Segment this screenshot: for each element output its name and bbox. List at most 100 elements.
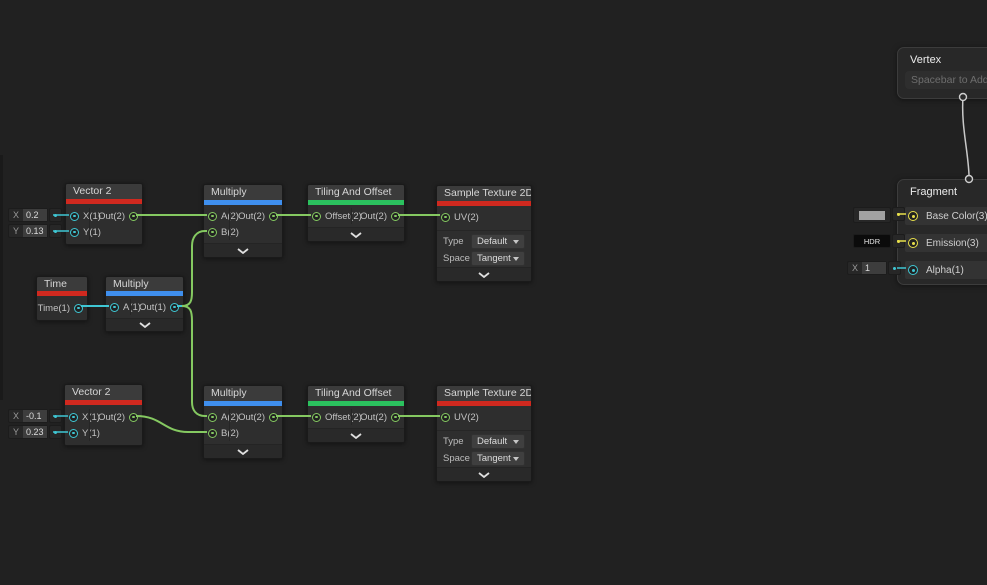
node-collapse-strip[interactable] — [204, 444, 282, 458]
input-port-a[interactable] — [208, 211, 217, 221]
dropdown-value: Tangent — [477, 453, 511, 464]
fragment-row-base-color[interactable]: Base Color(3) — [905, 207, 987, 225]
node-collapse-strip[interactable] — [437, 267, 531, 281]
port-label: Out(2) — [98, 411, 125, 423]
add-block-placeholder[interactable]: Spacebar to Add — [905, 71, 987, 89]
node-multiply-bottom[interactable]: Multiply A(2) B(2) Out(2) — [203, 385, 283, 459]
output-port[interactable] — [170, 302, 179, 312]
field-value[interactable]: 1 — [862, 262, 887, 274]
node-category-strip — [204, 401, 282, 406]
port-label: Offset(2) — [325, 411, 362, 423]
node-sample-texture-top[interactable]: Sample Texture 2D UV(2) Type Default Spa… — [436, 185, 532, 282]
input-port-offset[interactable] — [312, 412, 321, 422]
input-port-x[interactable] — [69, 412, 78, 422]
type-dropdown[interactable]: Default — [471, 434, 525, 449]
color-swatch[interactable] — [859, 210, 885, 220]
node-category-strip — [37, 291, 87, 296]
output-port[interactable] — [391, 412, 400, 422]
wire-vector2bottom-to-multiply-b[interactable] — [135, 415, 207, 433]
field-value[interactable]: -0.1 — [23, 410, 48, 422]
chevron-down-icon — [237, 448, 249, 455]
chevron-down-icon — [350, 231, 362, 238]
port-label: Time(1) — [37, 302, 70, 314]
input-port-y[interactable] — [69, 428, 78, 438]
input-port-emission[interactable] — [908, 238, 918, 248]
fragment-row-alpha[interactable]: Alpha(1) — [905, 261, 987, 279]
node-collapse-strip[interactable] — [437, 467, 531, 481]
node-collapse-strip[interactable] — [106, 318, 183, 331]
node-title: Tiling And Offset — [308, 185, 404, 200]
space-dropdown[interactable]: Tangent — [471, 251, 525, 266]
dropdown-arrow-icon — [513, 439, 519, 444]
dropdown-arrow-icon — [513, 456, 519, 461]
port-label: X(1) — [82, 411, 100, 423]
type-dropdown[interactable]: Default — [471, 234, 525, 249]
dropdown-arrow-icon — [513, 239, 519, 244]
node-category-strip — [66, 199, 142, 204]
node-tiling-bottom[interactable]: Tiling And Offset Offset(2) Out(2) — [307, 385, 405, 443]
dropdown-value: Default — [477, 236, 508, 247]
hdr-badge[interactable]: HDR — [853, 234, 891, 248]
connector-dot — [49, 224, 63, 238]
node-vector2-bottom[interactable]: Vector 2 X(1) Y(1) Out(2) — [64, 384, 143, 446]
input-port-uv[interactable] — [441, 212, 450, 222]
port-label: Out(1) — [139, 301, 166, 313]
input-port-b[interactable] — [208, 227, 217, 237]
node-sample-texture-bottom[interactable]: Sample Texture 2D UV(2) Type Default Spa… — [436, 385, 532, 482]
node-collapse-strip[interactable] — [204, 243, 282, 257]
output-port[interactable] — [74, 303, 83, 313]
axis-label: X — [852, 263, 859, 273]
input-port-x[interactable] — [70, 211, 79, 221]
input-port-uv[interactable] — [441, 412, 450, 422]
node-time[interactable]: Time Time(1) — [36, 276, 88, 321]
input-port-a[interactable] — [208, 412, 217, 422]
dropdown-arrow-icon — [513, 256, 519, 261]
axis-label: Y — [13, 226, 20, 236]
vector-x-field[interactable]: X -0.1 — [8, 409, 63, 423]
field-value[interactable]: 0.23 — [23, 426, 48, 438]
vector-y-field[interactable]: Y 0.23 — [8, 425, 63, 439]
divider — [437, 230, 531, 231]
node-category-strip — [308, 401, 404, 406]
node-multiply-top[interactable]: Multiply A(2) B(2) Out(2) — [203, 184, 283, 258]
port-label: X(1) — [83, 210, 101, 222]
input-port-base-color[interactable] — [908, 211, 918, 221]
vector-y-field[interactable]: Y 0.13 — [8, 224, 63, 238]
input-port-b[interactable] — [208, 428, 217, 438]
input-port-y[interactable] — [70, 227, 79, 237]
node-title: Sample Texture 2D — [437, 186, 531, 201]
node-title: Time — [37, 277, 87, 291]
input-port-a[interactable] — [110, 302, 119, 312]
fragment-row-emission[interactable]: Emission(3) — [905, 234, 987, 252]
base-color-swatch-field[interactable] — [853, 207, 905, 223]
node-multiply-time[interactable]: Multiply A(1) Out(1) — [105, 276, 184, 332]
node-tiling-top[interactable]: Tiling And Offset Offset(2) Out(2) — [307, 184, 405, 242]
node-collapse-strip[interactable] — [308, 428, 404, 442]
output-port[interactable] — [391, 211, 400, 221]
port-label: Out(2) — [360, 411, 387, 423]
connector-dot — [892, 234, 905, 248]
wire-vertex-to-fragment[interactable] — [961, 96, 970, 176]
vector-x-field[interactable]: X 0.2 — [8, 208, 63, 222]
field-value[interactable]: 0.13 — [23, 225, 48, 237]
vertex-context-block[interactable]: Vertex Spacebar to Add — [897, 47, 987, 99]
output-port[interactable] — [129, 412, 138, 422]
dropdown-value: Default — [477, 436, 508, 447]
emission-hdr-field[interactable]: HDR — [853, 234, 905, 248]
panel-edge — [0, 155, 3, 400]
port-label: Y(1) — [82, 427, 100, 439]
input-port-offset[interactable] — [312, 211, 321, 221]
control-label: Space — [443, 453, 470, 464]
axis-label: X — [13, 411, 20, 421]
node-vector2-top[interactable]: Vector 2 X(1) Y(1) Out(2) — [65, 183, 143, 245]
input-port-alpha[interactable] — [908, 265, 918, 275]
fragment-context-block[interactable]: Fragment Base Color(3) Emission(3) Alpha… — [897, 179, 987, 285]
output-port[interactable] — [269, 412, 278, 422]
field-value[interactable]: 0.2 — [23, 209, 48, 221]
space-dropdown[interactable]: Tangent — [471, 451, 525, 466]
output-port[interactable] — [269, 211, 278, 221]
node-collapse-strip[interactable] — [308, 227, 404, 241]
output-port[interactable] — [129, 211, 138, 221]
